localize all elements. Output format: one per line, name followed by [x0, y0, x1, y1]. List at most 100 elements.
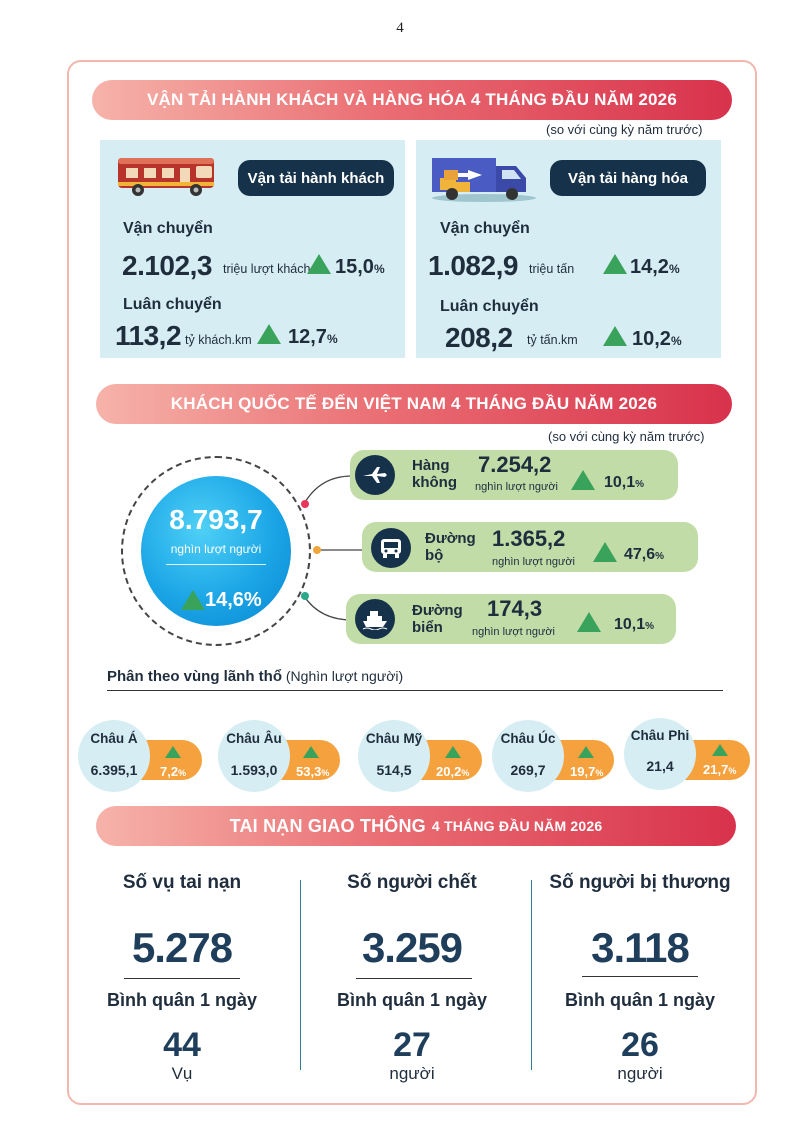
page-number: 4 — [396, 20, 404, 36]
column-divider — [300, 880, 301, 1070]
passenger-carried-unit: triệu lượt khách — [223, 262, 311, 276]
freight-rotation-pct: 10,2% — [632, 328, 682, 350]
accidents-title-rest: 4 THÁNG ĐẦU NĂM 2026 — [431, 818, 603, 834]
mode-road-pct: 47,6% — [624, 546, 665, 563]
deaths-value: 3.259 — [361, 924, 463, 971]
passenger-carried-label: Vận chuyển — [123, 220, 213, 237]
region-asia-pct: 7,2% — [160, 764, 187, 779]
up-arrow-icon — [712, 744, 728, 756]
region-asia-circle — [78, 720, 150, 792]
up-arrow-icon — [577, 612, 601, 632]
mode-sea-value: 174,3 — [487, 596, 543, 621]
region-rule — [107, 690, 723, 691]
region-europe-value: 1.593,0 — [230, 762, 278, 778]
passenger-rotation-label: Luân chuyển — [123, 296, 222, 313]
accidents-count-avg-value: 44 — [163, 1026, 201, 1064]
injuries-avg-label: Bình quân 1 ngày — [564, 990, 715, 1010]
passenger-rotation-unit: tỷ khách.km — [185, 333, 252, 347]
infographic-frame — [67, 60, 757, 1105]
freight-rotation-label: Luân chuyển — [440, 298, 539, 315]
region-title: Phân theo vùng lãnh thổ (Nghìn lượt ngườ… — [107, 668, 404, 685]
transport-banner: VẬN TẢI HÀNH KHÁCH VÀ HÀNG HÓA 4 THÁNG Đ… — [92, 80, 732, 120]
mode-air-pct: 10,1% — [604, 474, 645, 491]
mode-air-unit: nghìn lượt người — [475, 481, 558, 493]
region-americas-name: Châu Mỹ — [365, 731, 423, 746]
column-divider — [531, 880, 532, 1070]
region-europe-circle — [218, 720, 290, 792]
region-oceania-name: Châu Úc — [500, 731, 556, 746]
up-arrow-icon — [603, 254, 627, 274]
region-africa-pct: 21,7% — [703, 762, 737, 777]
region-africa-circle — [624, 718, 696, 790]
region-americas-pct: 20,2% — [436, 764, 470, 779]
connector-dot — [301, 592, 309, 600]
total-visitors-value: 8.793,7 — [169, 504, 263, 535]
region-europe-name: Châu Âu — [226, 731, 282, 746]
bus-icon — [371, 528, 411, 568]
injuries-label: Số người bị thương — [549, 872, 731, 893]
up-arrow-icon — [571, 470, 595, 490]
deaths-avg-label: Bình quân 1 ngày — [336, 990, 487, 1010]
truck-icon — [432, 158, 536, 202]
accidents-banner: TAI NẠN GIAO THÔNG 4 THÁNG ĐẦU NĂM 2026 — [96, 806, 736, 846]
mode-sea-name: Đường biển — [412, 602, 463, 636]
freight-carried-value: 1.082,9 — [428, 250, 518, 281]
passenger-carried-value: 2.102,3 — [122, 250, 212, 281]
accidents-count-avg-label: Bình quân 1 ngày — [106, 990, 257, 1010]
mode-air-value: 7.254,2 — [478, 452, 552, 477]
freight-label: Vận tải hàng hóa — [550, 160, 706, 196]
divider — [166, 564, 266, 565]
deaths-label: Số người chết — [347, 872, 477, 893]
region-oceania-circle — [492, 720, 564, 792]
deaths-avg-value: 27 — [393, 1026, 431, 1064]
deaths-avg-unit: người — [389, 1064, 435, 1083]
up-arrow-icon — [165, 746, 181, 758]
freight-carried-unit: triệu tấn — [529, 262, 575, 276]
accidents-title-main: TAI NẠN GIAO THÔNG — [229, 815, 426, 836]
passenger-rotation-pct: 12,7% — [288, 326, 338, 348]
region-oceania-pct: 19,7% — [570, 764, 604, 779]
region-europe-pct: 53,3% — [296, 764, 330, 779]
up-arrow-icon — [303, 746, 319, 758]
freight-carried-pct: 14,2% — [630, 256, 680, 278]
bus-icon — [118, 158, 214, 196]
up-arrow-icon — [603, 326, 627, 346]
injuries-avg-unit: người — [617, 1064, 663, 1083]
up-arrow-icon — [307, 254, 331, 274]
region-asia-value: 6.395,1 — [90, 762, 138, 778]
mode-sea — [346, 594, 676, 644]
mode-road — [362, 522, 698, 572]
accidents-count-value: 5.278 — [131, 924, 233, 971]
injuries-value: 3.118 — [591, 924, 690, 971]
total-visitors-circle: 8.793,7 nghìn lượt người 14,6% — [141, 476, 291, 626]
region-oceania-value: 269,7 — [510, 762, 546, 778]
region-africa-value: 21,4 — [646, 758, 674, 774]
region-africa-name: Châu Phi — [630, 728, 690, 743]
mode-air — [350, 450, 678, 500]
connector-dot — [301, 500, 309, 508]
total-visitors-unit: nghìn lượt người — [170, 542, 262, 556]
region-americas-value: 514,5 — [376, 762, 412, 778]
mode-sea-pct: 10,1% — [614, 616, 655, 633]
region-asia-name: Châu Á — [90, 731, 138, 746]
underline — [356, 978, 472, 979]
airplane-icon — [355, 455, 395, 495]
mode-air-name: Hàng không — [412, 457, 457, 491]
up-arrow-icon — [593, 542, 617, 562]
connector-dot — [313, 546, 321, 554]
accidents-count-avg-unit: Vụ — [171, 1064, 193, 1083]
underline — [124, 978, 240, 979]
passenger-rotation-value: 113,2 — [115, 320, 182, 351]
injuries-avg-value: 26 — [621, 1026, 659, 1064]
visitors-note: (so với cùng kỳ năm trước) — [548, 429, 705, 444]
passenger-label: Vận tải hành khách — [238, 160, 394, 196]
transport-note: (so với cùng kỳ năm trước) — [546, 122, 703, 137]
mode-road-unit: nghìn lượt người — [492, 556, 575, 568]
underline — [582, 976, 698, 977]
transport-title: VẬN TẢI HÀNH KHÁCH VÀ HÀNG HÓA 4 THÁNG Đ… — [147, 90, 677, 109]
mode-road-name: Đường bộ — [425, 530, 476, 564]
up-arrow-icon — [257, 324, 281, 344]
freight-rotation-unit: tỷ tấn.km — [527, 333, 578, 347]
mode-sea-unit: nghìn lượt người — [472, 626, 555, 638]
up-arrow-icon — [578, 746, 594, 758]
